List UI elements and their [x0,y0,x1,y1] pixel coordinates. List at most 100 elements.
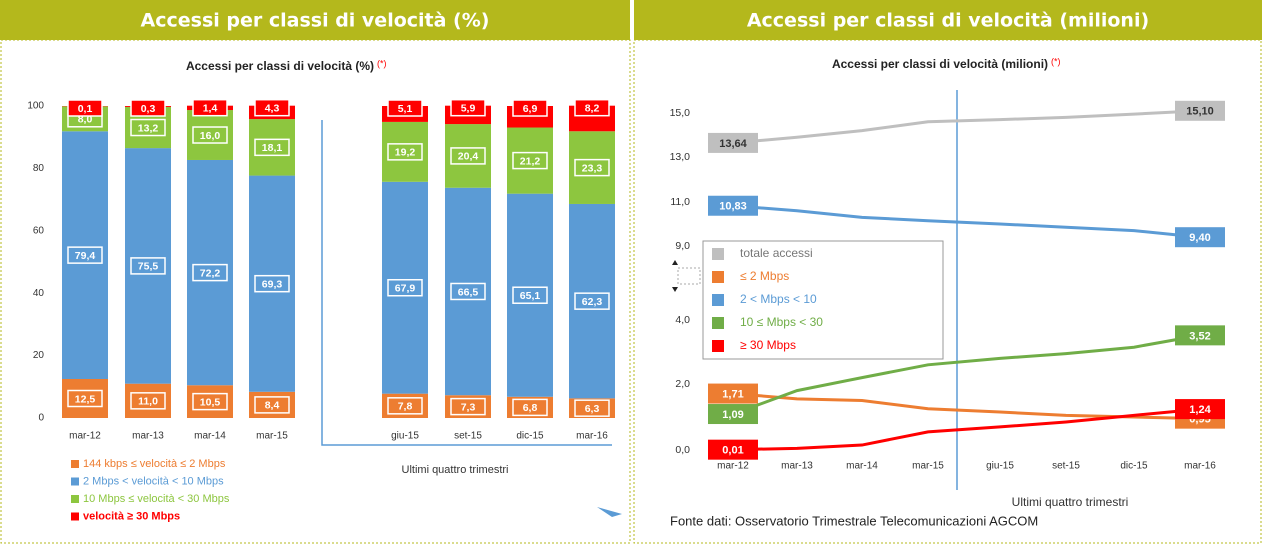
value-label-box [1175,325,1225,346]
x-tick-label: mar-16 [1184,461,1216,472]
y-tick-label: 0 [38,413,44,424]
value-label: 3,52 [1189,330,1210,342]
legend-label: velocità ≥ 30 Mbps [83,510,180,522]
value-label: 1,71 [722,388,743,400]
legend-label: 10 ≤ Mbps < 30 [740,315,823,329]
y-tick-label: 9,0 [675,240,690,252]
value-label-box [254,396,290,414]
value-label-box [192,392,228,411]
legend-swatch [712,317,724,329]
x-tick-label: set-15 [454,431,482,442]
value-label: 12,5 [75,393,96,405]
y-tick-label: 4,0 [675,314,690,326]
legend-label: totale accessi [740,246,813,260]
value-label: 1,24 [1189,404,1211,416]
panel-border [0,39,631,544]
line-series [732,204,1201,239]
y-tick-label: 13,0 [670,151,691,163]
value-label: 20,4 [458,151,479,163]
legend-label: ≤ 2 Mbps [740,269,789,283]
x-tick-label: mar-13 [132,431,164,442]
value-label-box [450,397,486,416]
period-bracket [321,120,612,446]
panel-title: Accessi per classi di velocità (%) [141,10,490,32]
value-label-box [708,439,758,460]
value-label: 0,3 [141,103,156,115]
value-label: 10,83 [719,201,747,213]
y-tick-label: 11,0 [670,196,690,208]
value-label-box [708,132,758,153]
legend-swatch [71,495,79,503]
value-label: 15,10 [1186,106,1214,118]
value-label-box [450,98,486,117]
value-label: 1,4 [203,102,218,114]
value-label-box [387,99,423,117]
value-label-box [254,98,290,117]
value-label-box [574,292,610,310]
value-label: 62,3 [582,296,603,308]
value-label: 0,01 [722,445,743,457]
legend-label: 2 < Mbps < 10 [740,292,817,306]
y-tick-label: 15,0 [670,107,691,119]
panel-title: Accessi per classi di velocità (milioni) [747,10,1149,32]
value-label-box [450,147,486,165]
value-label-box [708,195,758,216]
value-label-box [1175,399,1225,420]
value-label-box [512,286,548,304]
value-label: 4,3 [265,102,280,114]
value-label: 67,9 [395,283,416,295]
value-label: 9,40 [1189,232,1210,244]
value-label: 1,09 [722,409,743,421]
value-label: 11,0 [138,396,158,408]
value-label-box [387,278,423,297]
x-tick-label: mar-12 [717,461,749,472]
y-tick-label: 60 [33,225,45,236]
value-label: 5,1 [398,103,413,115]
value-label: 79,4 [75,250,96,262]
legend-label: 144 kbps ≤ velocità ≤ 2 Mbps [83,458,226,470]
legend-swatch [712,294,724,306]
legend-swatch [71,460,79,468]
value-label: 16,0 [200,130,221,142]
value-label-box [130,257,166,275]
value-label: 23,3 [582,162,603,174]
y-tick-label: 40 [33,288,45,299]
panel-header [0,0,630,40]
x-tick-label: giu-15 [986,461,1014,472]
legend-swatch [712,248,724,260]
value-label: 6,9 [523,103,538,115]
value-label-box [130,99,166,117]
value-label: 10,5 [200,396,221,408]
value-label: 5,9 [461,102,476,114]
value-label: 72,2 [200,267,221,279]
line-series [732,333,1201,416]
value-label-box [1175,227,1225,248]
y-tick-label: 2,0 [675,378,690,390]
panel-header [634,0,1262,40]
line-series [732,109,1201,145]
value-label: 69,3 [262,278,283,290]
x-tick-label: dic-15 [516,431,544,442]
value-label: 7,8 [398,401,413,413]
legend-swatch [712,271,724,283]
value-label-box [130,118,166,137]
panel-border [633,39,1262,544]
y-tick-label: 100 [27,101,44,112]
value-label-box [254,274,290,293]
legend-label: 10 Mbps ≤ velocità < 30 Mbps [83,493,230,505]
axis-break [672,260,678,292]
legend-label: 2 Mbps < velocità < 10 Mbps [83,475,224,487]
value-label-box [192,126,228,144]
value-label: 75,5 [138,261,159,273]
value-label: 21,2 [520,155,541,167]
chart-title: Accessi per classi di velocità (%) [186,59,374,73]
value-label-box [387,397,423,415]
value-label: 19,2 [395,147,416,159]
value-label-box [574,399,610,417]
value-label: 8,4 [265,400,280,412]
value-label: 13,64 [719,138,747,150]
x-tick-label: mar-14 [194,431,226,442]
annotation: Ultimi quattro trimestri [1012,495,1129,509]
x-tick-label: dic-15 [1120,461,1148,472]
